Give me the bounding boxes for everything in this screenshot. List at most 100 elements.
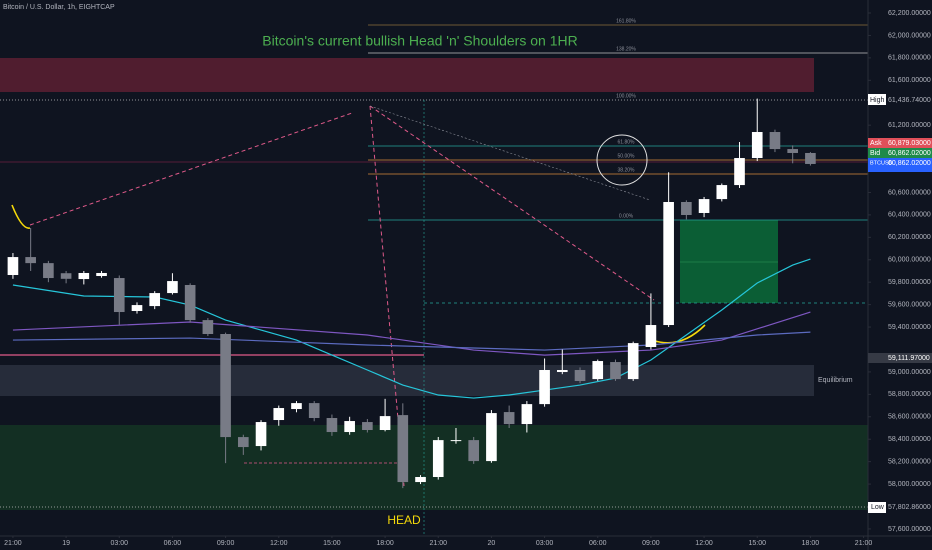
x-tick-label: 19 <box>62 540 70 547</box>
shoulder-mark <box>651 324 706 344</box>
candle-body <box>415 477 426 483</box>
y-tick-label: 59,800.00000 <box>888 279 931 286</box>
candle-body <box>379 416 391 431</box>
candle-body <box>131 305 143 312</box>
candle-body <box>43 263 54 279</box>
y-tick-label: 59,600.00000 <box>888 301 931 308</box>
candle-body <box>468 440 480 462</box>
y-tick-label: 61,800.00000 <box>888 55 931 62</box>
ask-tag <box>868 138 932 148</box>
candle-body <box>610 362 621 380</box>
candle-body <box>503 412 515 425</box>
candle-body <box>574 370 586 381</box>
candle-body <box>521 404 533 425</box>
x-tick-label: 06:00 <box>589 540 607 547</box>
moving-average <box>12 331 811 351</box>
x-tick-label: 12:00 <box>695 540 713 547</box>
y-tick-label: 58,400.00000 <box>888 436 931 443</box>
candle-body <box>308 403 320 419</box>
level-value: 59,111.97000 <box>888 355 930 362</box>
candle-body <box>202 320 214 335</box>
candle-body <box>344 421 355 433</box>
y-tick-label: 58,200.00000 <box>888 458 931 465</box>
headline: Bitcoin's current bullish Head 'n' Shoul… <box>262 33 577 49</box>
moving-average <box>12 311 811 356</box>
x-tick-label: 15:00 <box>323 540 341 547</box>
chart-title: Bitcoin / U.S. Dollar, 1h, EIGHTCAP <box>3 4 115 11</box>
x-tick-label: 15:00 <box>748 540 766 547</box>
y-tick-label: 58,800.00000 <box>888 391 931 398</box>
x-tick-label: 09:00 <box>642 540 660 547</box>
candle-body <box>751 132 763 159</box>
candle-body <box>255 422 267 447</box>
head-label: HEAD <box>387 513 421 527</box>
y-tick-label: 58,000.00000 <box>888 481 931 488</box>
candle-body <box>787 149 798 153</box>
bid-tag <box>868 148 932 158</box>
equilibrium-zone <box>0 365 814 396</box>
candle-body <box>805 152 816 164</box>
bid-name: Bid <box>870 150 880 157</box>
candle-body <box>734 158 745 186</box>
candle-body <box>220 334 231 438</box>
candle-body <box>592 361 604 380</box>
last-tag <box>868 158 932 172</box>
x-tick-label: 06:00 <box>164 540 182 547</box>
ask-name: Ask <box>870 140 882 147</box>
candle-body <box>716 185 728 200</box>
last-name: BTCUSD <box>870 160 893 166</box>
candle-body <box>184 284 196 321</box>
shoulder-mark <box>11 204 31 229</box>
low-tag <box>868 502 886 513</box>
bid-value: 60,862.02000 <box>888 150 931 157</box>
x-tick-label: 09:00 <box>217 540 235 547</box>
fib-label: 0.00% <box>619 213 634 219</box>
ask-value: 60,879.03000 <box>888 140 931 147</box>
y-tick-label: 60,000.00000 <box>888 257 931 264</box>
candle-body <box>273 408 285 421</box>
fib-label: 138.20% <box>616 46 636 52</box>
y-tick-label: 57,600.00000 <box>888 526 931 533</box>
last-value: 60,862.02000 <box>888 160 931 167</box>
marks <box>7 98 816 489</box>
candle-body <box>25 257 36 264</box>
equilibrium-label: Equilibrium <box>818 377 853 384</box>
candle-body <box>769 132 781 150</box>
y-tick-label: 62,000.00000 <box>888 32 931 39</box>
candle-body <box>432 440 444 478</box>
x-tick-label: 20 <box>488 540 496 547</box>
supply-zone <box>0 58 814 92</box>
x-tick-label: 18:00 <box>376 540 394 547</box>
candle-body <box>627 343 639 380</box>
candle-body <box>238 437 249 448</box>
x-tick-label: 12:00 <box>270 540 288 547</box>
x-tick-label: 21:00 <box>4 540 22 547</box>
y-tick-label: 59,400.00000 <box>888 324 931 331</box>
high-tag <box>868 94 886 105</box>
x-tick-label: 03:00 <box>111 540 129 547</box>
fib-label: 61.80% <box>618 139 636 145</box>
x-tick-label: 21:00 <box>855 540 873 547</box>
candle-body <box>486 413 497 462</box>
high-name: High <box>870 97 885 104</box>
candle-body <box>78 272 90 280</box>
low-name: Low <box>871 504 885 511</box>
candle-body <box>539 370 550 405</box>
low-value: 57,802.86000 <box>888 504 931 511</box>
fib-label: 38.20% <box>618 167 636 173</box>
candle-body <box>450 440 462 442</box>
y-tick-label: 58,600.00000 <box>888 414 931 421</box>
candle-body <box>663 201 674 326</box>
y-tick-label: 62,200.00000 <box>888 10 931 17</box>
x-tick-label: 03:00 <box>536 540 554 547</box>
y-tick-label: 61,600.00000 <box>888 77 931 84</box>
candle-body <box>362 422 373 431</box>
x-tick-label: 18:00 <box>802 540 820 547</box>
y-tick-label: 60,400.00000 <box>888 212 931 219</box>
high-value: 61,436.74000 <box>888 97 931 104</box>
candle-body <box>556 370 568 373</box>
moving-average <box>12 258 811 399</box>
x-tick-label: 21:00 <box>429 540 447 547</box>
candle-body <box>113 278 125 313</box>
